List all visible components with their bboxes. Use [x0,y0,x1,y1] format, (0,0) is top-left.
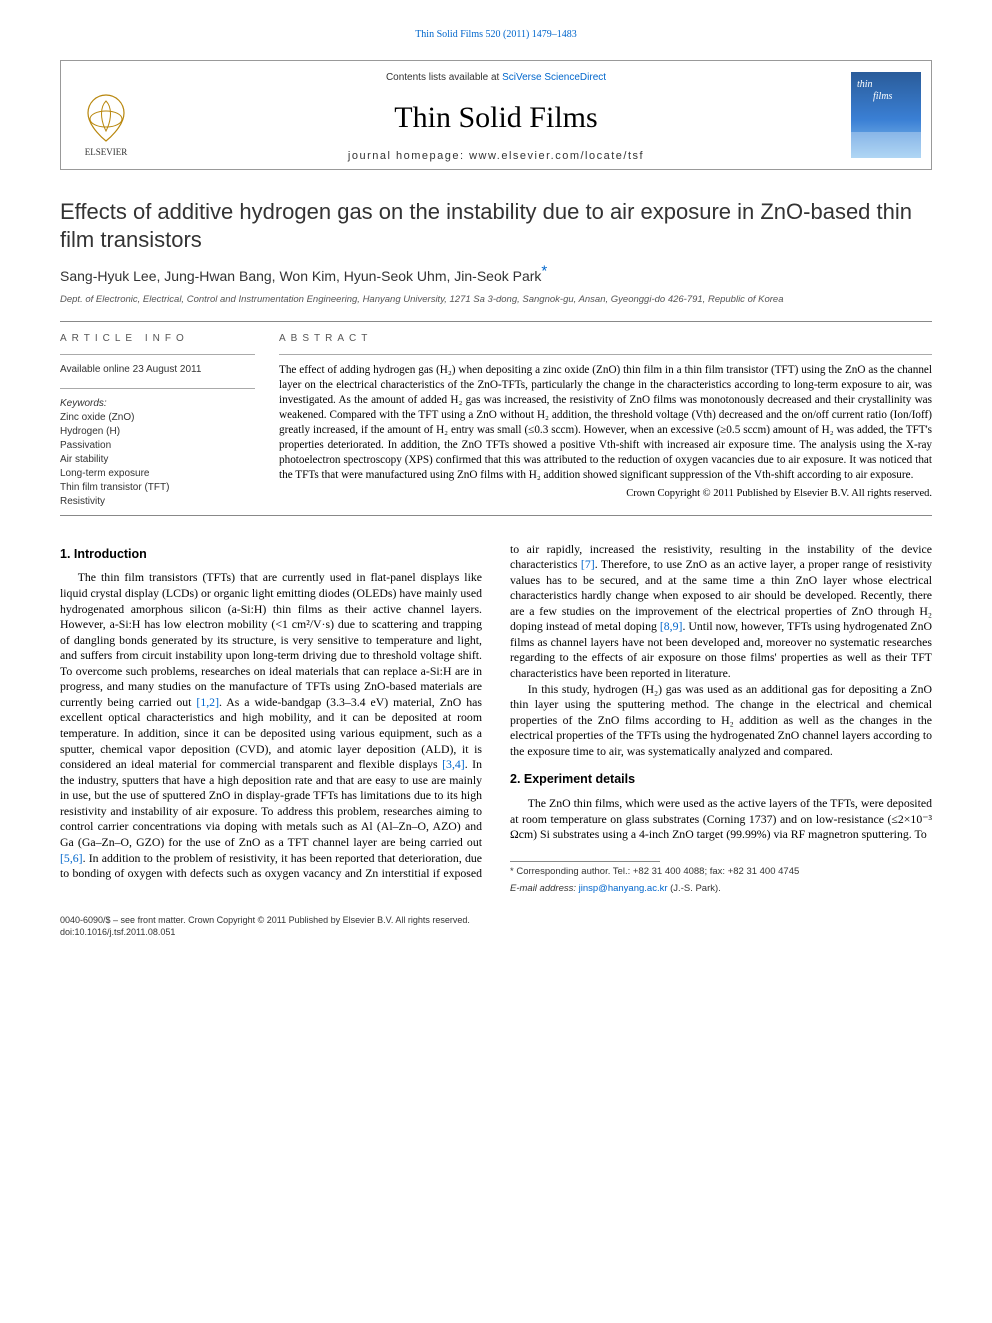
exp-paragraph-1: The ZnO thin films, which were used as t… [510,796,932,843]
section-intro-head: 1. Introduction [60,546,482,563]
article-title: Effects of additive hydrogen gas on the … [60,198,932,253]
author-list: Sang-Hyuk Lee, Jung-Hwan Bang, Won Kim, … [60,267,932,286]
abstract-column: ABSTRACT The effect of adding hydrogen g… [279,332,932,509]
keyword-item: Long-term exposure [60,467,255,481]
abstract-text: The effect of adding hydrogen gas (H₂) w… [279,363,932,484]
svg-text:ELSEVIER: ELSEVIER [85,147,128,157]
ref-link[interactable]: [3,4] [442,757,465,771]
article-info-head: ARTICLE INFO [60,332,255,346]
cover-text-2: films [873,90,892,104]
body-columns: 1. Introduction The thin film transistor… [60,542,932,896]
cover-text-1: thin [857,78,873,92]
affiliation: Dept. of Electronic, Electrical, Control… [60,294,932,307]
keyword-item: Hydrogen (H) [60,425,255,439]
elsevier-logo-icon: ELSEVIER [74,89,138,161]
divider-top [60,321,932,322]
divider-bottom [60,515,932,516]
corresponding-footnote: * Corresponding author. Tel.: +82 31 400… [510,866,932,879]
top-citation[interactable]: Thin Solid Films 520 (2011) 1479–1483 [60,28,932,42]
abstract-copyright: Crown Copyright © 2011 Published by Else… [279,487,932,501]
email-suffix: (J.-S. Park). [668,883,721,894]
divider-info-2 [60,388,255,389]
text-span: The thin film transistors (TFTs) that ar… [60,570,482,709]
email-footnote: E-mail address: jinsp@hanyang.ac.kr (J.-… [510,883,932,896]
email-label: E-mail address: [510,883,579,894]
divider-abs [279,354,932,355]
journal-homepage: journal homepage: www.elsevier.com/locat… [151,149,841,164]
journal-cover-icon: thin films [851,72,921,158]
info-abstract-row: ARTICLE INFO Available online 23 August … [60,332,932,509]
abstract-head: ABSTRACT [279,332,932,346]
keywords-head: Keywords: [60,397,255,411]
keyword-item: Passivation [60,439,255,453]
available-online: Available online 23 August 2011 [60,363,255,377]
footnote-divider [510,861,660,862]
ref-link[interactable]: [5,6] [60,851,83,865]
contents-line: Contents lists available at SciVerse Sci… [151,71,841,85]
keyword-item: Resistivity [60,495,255,509]
ref-link[interactable]: [8,9] [660,619,683,633]
intro-paragraph-2: In this study, hydrogen (H₂) gas was use… [510,682,932,760]
journal-cover-cell: thin films [841,61,931,170]
header-center: Contents lists available at SciVerse Sci… [151,61,841,170]
journal-header: ELSEVIER Contents lists available at Sci… [60,60,932,171]
ref-link[interactable]: [1,2] [196,695,219,709]
section-exp-head: 2. Experiment details [510,771,932,788]
doi-line: doi:10.1016/j.tsf.2011.08.051 [60,926,932,938]
keyword-item: Air stability [60,453,255,467]
email-link[interactable]: jinsp@hanyang.ac.kr [579,883,668,894]
article-info-column: ARTICLE INFO Available online 23 August … [60,332,255,509]
corresponding-marker: * [541,263,547,280]
keyword-item: Thin film transistor (TFT) [60,481,255,495]
journal-name: Thin Solid Films [151,98,841,139]
elsevier-logo-cell: ELSEVIER [61,61,151,170]
contents-prefix: Contents lists available at [386,72,502,83]
sciencedirect-link[interactable]: SciVerse ScienceDirect [502,72,606,83]
keyword-item: Zinc oxide (ZnO) [60,411,255,425]
ref-link[interactable]: [7] [581,557,595,571]
keywords-list: Zinc oxide (ZnO) Hydrogen (H) Passivatio… [60,411,255,509]
authors-text: Sang-Hyuk Lee, Jung-Hwan Bang, Won Kim, … [60,268,541,284]
divider-info-1 [60,354,255,355]
front-matter-line: 0040-6090/$ – see front matter. Crown Co… [60,914,932,926]
